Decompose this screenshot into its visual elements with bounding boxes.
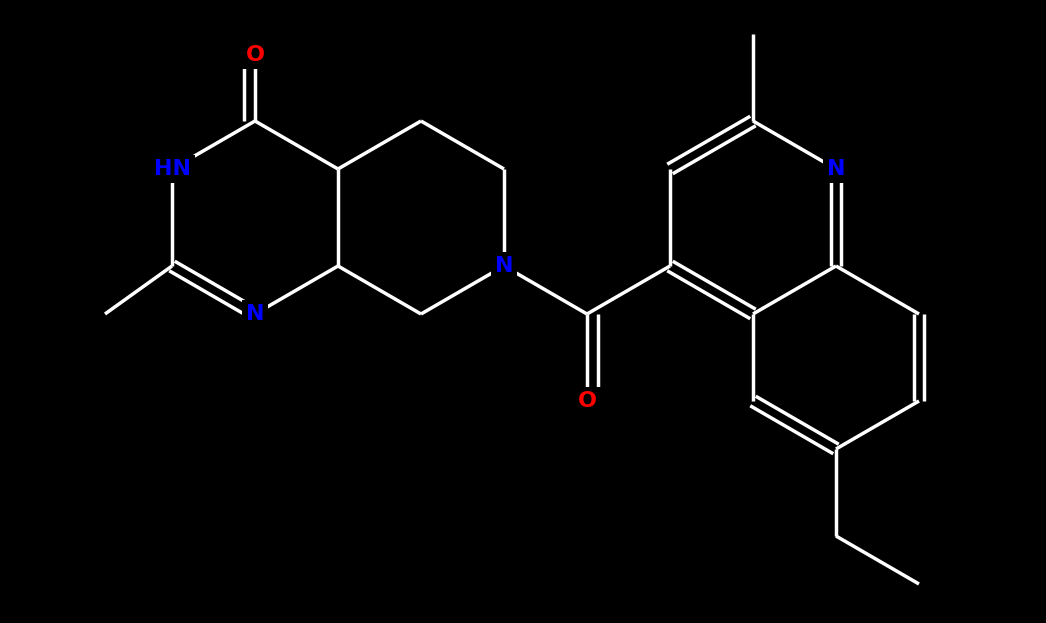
Text: O: O: [246, 45, 265, 65]
Text: N: N: [495, 256, 514, 276]
Text: HN: HN: [154, 159, 190, 179]
Text: O: O: [577, 391, 596, 411]
Text: N: N: [246, 304, 265, 324]
Text: N: N: [826, 159, 845, 179]
